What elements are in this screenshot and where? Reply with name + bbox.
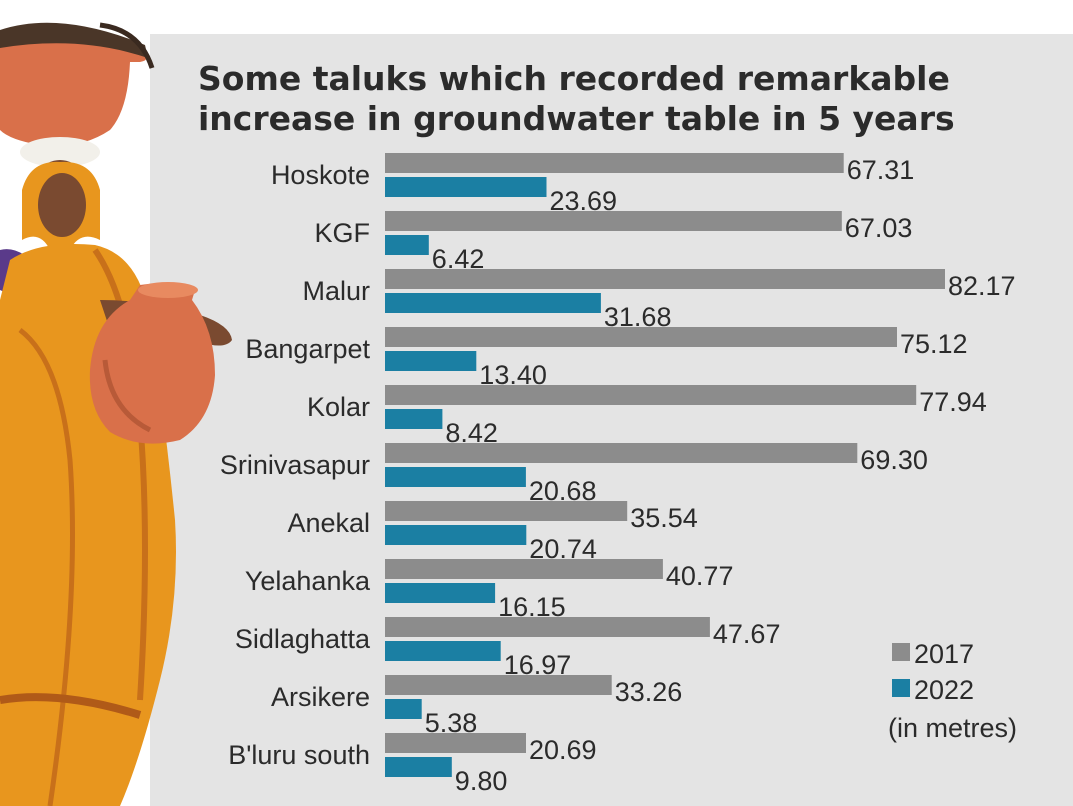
value-label-2017-kolar: 77.94: [919, 387, 987, 417]
bar-2022-arsikere: [385, 699, 422, 719]
bar-2022-kolar: [385, 409, 443, 429]
value-label-2017-yelahanka: 40.77: [666, 561, 734, 591]
pot-on-head: [0, 22, 155, 146]
legend-swatch-2017: [892, 643, 910, 661]
legend: 2017 2022 (in metres): [888, 639, 1017, 743]
value-label-2022-b-luru-south: 9.80: [455, 766, 508, 796]
chart-title: Some taluks which recorded remarkable in…: [198, 59, 955, 138]
bar-2022-kgf: [385, 235, 429, 255]
legend-label-2022: 2022: [914, 675, 974, 705]
category-label-bangarpet: Bangarpet: [245, 334, 370, 364]
bar-2017-srinivasapur: [385, 443, 858, 463]
value-label-2017-b-luru-south: 20.69: [529, 735, 597, 765]
bar-2017-kgf: [385, 211, 842, 231]
bar-2017-malur: [385, 269, 945, 289]
category-label-b-luru-south: B'luru south: [228, 740, 370, 770]
value-label-2017-kgf: 67.03: [845, 213, 913, 243]
bar-2017-sidlaghatta: [385, 617, 710, 637]
category-label-srinivasapur: Srinivasapur: [220, 450, 370, 480]
woman-carrying-pots-illustration: [0, 22, 232, 806]
bar-2017-b-luru-south: [385, 733, 526, 753]
value-label-2017-sidlaghatta: 47.67: [713, 619, 781, 649]
value-label-2017-anekal: 35.54: [630, 503, 698, 533]
bar-2022-anekal: [385, 525, 527, 545]
head-cloth: [20, 137, 100, 167]
bar-2017-arsikere: [385, 675, 612, 695]
bar-2017-anekal: [385, 501, 628, 521]
category-label-kolar: Kolar: [307, 392, 370, 422]
category-label-sidlaghatta: Sidlaghatta: [235, 624, 371, 654]
head: [22, 160, 100, 250]
legend-label-2017: 2017: [914, 639, 974, 669]
category-label-yelahanka: Yelahanka: [245, 566, 371, 596]
value-label-2017-bangarpet: 75.12: [900, 329, 968, 359]
category-label-kgf: KGF: [314, 218, 370, 248]
bar-2017-bangarpet: [385, 327, 897, 347]
bar-2017-kolar: [385, 385, 917, 405]
chart-title-line-1: Some taluks which recorded remarkable: [198, 59, 950, 98]
bar-2017-hoskote: [385, 153, 844, 173]
value-label-2017-arsikere: 33.26: [615, 677, 683, 707]
bar-2022-b-luru-south: [385, 757, 452, 777]
bar-2022-hoskote: [385, 177, 547, 197]
value-label-2017-malur: 82.17: [948, 271, 1016, 301]
value-label-2017-hoskote: 67.31: [847, 155, 915, 185]
bar-2022-malur: [385, 293, 601, 313]
value-label-2017-srinivasapur: 69.30: [860, 445, 928, 475]
unit-note: (in metres): [888, 713, 1017, 743]
pot-in-arm: [89, 282, 215, 444]
legend-swatch-2022: [892, 679, 910, 697]
bar-2022-yelahanka: [385, 583, 496, 603]
bar-2017-yelahanka: [385, 559, 663, 579]
category-label-hoskote: Hoskote: [271, 160, 370, 190]
category-label-arsikere: Arsikere: [271, 682, 370, 712]
bar-2022-sidlaghatta: [385, 641, 501, 661]
category-label-malur: Malur: [302, 276, 370, 306]
bar-2022-srinivasapur: [385, 467, 526, 487]
chart-title-line-2: increase in groundwater table in 5 years: [198, 99, 955, 138]
bar-2022-bangarpet: [385, 351, 477, 371]
category-label-anekal: Anekal: [287, 508, 370, 538]
